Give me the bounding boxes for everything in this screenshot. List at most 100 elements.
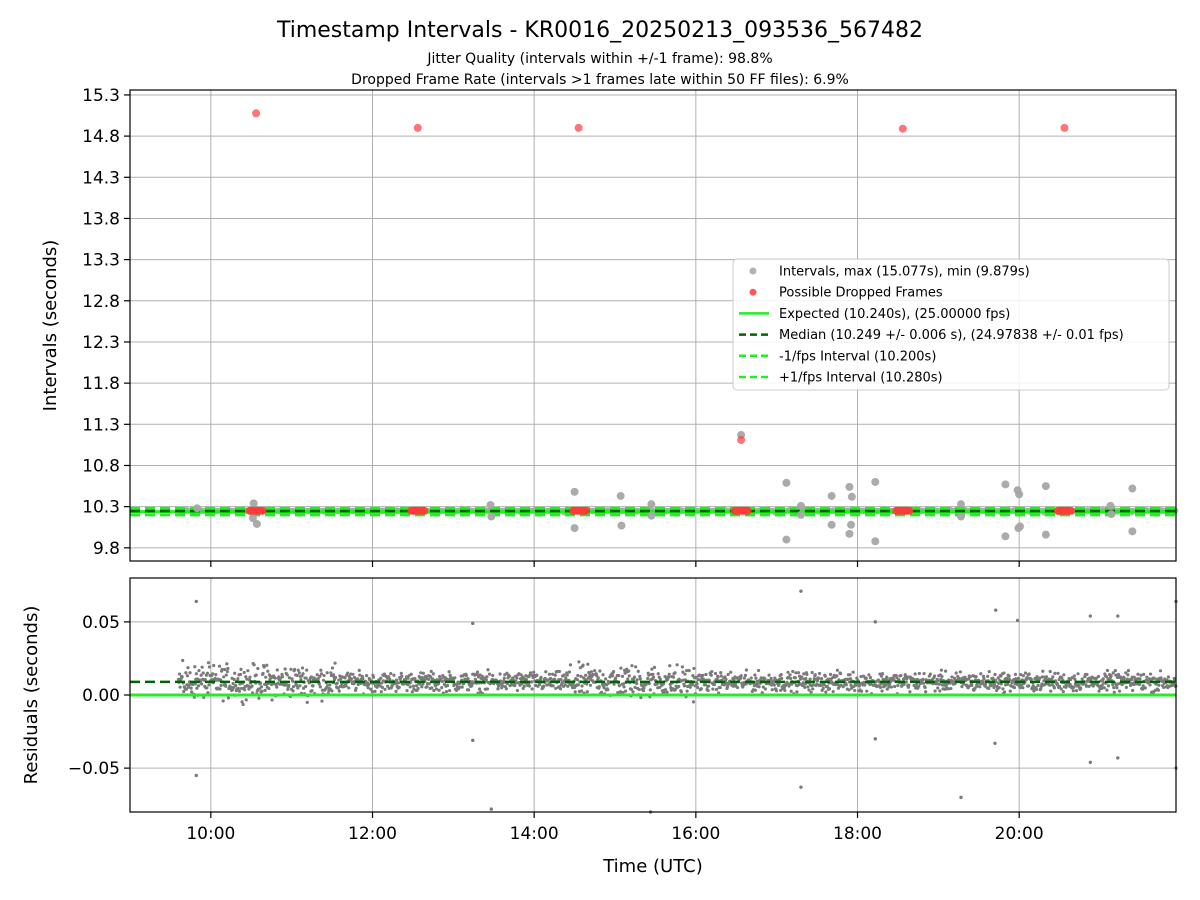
residual-point xyxy=(214,673,218,677)
residual-point xyxy=(1017,676,1021,680)
interval-point xyxy=(1128,484,1137,493)
residual-point xyxy=(418,682,422,686)
residual-point xyxy=(1076,672,1080,676)
residual-point xyxy=(544,670,548,674)
residual-point xyxy=(447,670,451,674)
residual-point xyxy=(1085,672,1089,677)
residual-point xyxy=(889,685,894,689)
residual-point xyxy=(968,675,972,679)
residual-point xyxy=(924,690,928,694)
residual-point xyxy=(563,683,567,687)
residual-point xyxy=(477,687,482,691)
residual-point xyxy=(587,675,591,679)
residual-point xyxy=(427,677,431,681)
residual-point xyxy=(336,686,340,690)
residual-point xyxy=(1051,675,1055,679)
residual-point xyxy=(713,671,718,676)
x-tick-label-5: 20:00 xyxy=(995,824,1044,844)
residual-point xyxy=(212,663,216,668)
residual-point xyxy=(719,674,723,678)
interval-point xyxy=(782,535,791,544)
residual-point xyxy=(1105,688,1109,692)
residual-point xyxy=(611,670,616,674)
residual-point xyxy=(1023,671,1028,675)
residual-point xyxy=(330,666,335,670)
legend-label-0: Intervals, max (15.077s), min (9.879s) xyxy=(779,265,1030,280)
interval-point xyxy=(1107,510,1116,519)
residual-point xyxy=(576,673,580,678)
residual-point xyxy=(1062,673,1066,677)
residual-point xyxy=(936,679,940,683)
residual-point xyxy=(524,677,528,681)
residual-point xyxy=(334,675,338,680)
residual-outlier-point xyxy=(1116,614,1120,618)
residual-point xyxy=(620,674,625,678)
residual-point xyxy=(999,682,1003,686)
interval-point xyxy=(486,501,495,510)
residual-point xyxy=(504,687,508,691)
residual-point xyxy=(1158,669,1163,673)
residual-point xyxy=(553,673,557,677)
residual-point xyxy=(254,673,258,677)
residual-point xyxy=(973,686,977,690)
residual-point xyxy=(944,684,948,688)
residual-point xyxy=(515,676,519,680)
residual-point xyxy=(240,700,244,704)
residual-point xyxy=(394,689,398,694)
residual-point xyxy=(606,688,610,692)
residual-point xyxy=(309,675,314,679)
residual-outlier-point xyxy=(873,620,877,624)
residual-point xyxy=(511,677,515,681)
residual-point xyxy=(715,677,719,682)
legend-label-2: Expected (10.240s), (25.00000 fps) xyxy=(779,307,1010,322)
residual-point xyxy=(349,677,353,681)
residual-point xyxy=(1053,671,1057,676)
residual-point xyxy=(939,668,944,672)
residual-point xyxy=(868,676,873,680)
residual-point xyxy=(960,684,964,689)
interval-point xyxy=(570,524,579,533)
top-y-tick-label-2: 10.8 xyxy=(82,456,120,476)
dropped-frame-point xyxy=(252,109,261,118)
residual-point xyxy=(444,689,449,694)
residual-point xyxy=(1087,684,1091,689)
residual-point xyxy=(181,658,185,663)
top-y-tick-label-7: 13.3 xyxy=(82,251,120,271)
residual-point xyxy=(275,668,279,672)
residual-point xyxy=(794,671,798,675)
residual-point xyxy=(917,684,921,688)
residual-point xyxy=(1122,676,1126,681)
residual-point xyxy=(397,685,401,689)
interval-point xyxy=(796,501,805,510)
residual-point xyxy=(622,685,626,689)
residual-point xyxy=(501,684,505,688)
residual-point xyxy=(1072,674,1076,678)
residual-point xyxy=(770,688,774,692)
residual-point xyxy=(343,676,347,680)
residual-point xyxy=(1073,677,1077,681)
residual-point xyxy=(639,695,643,700)
residual-point xyxy=(406,676,410,680)
residual-point xyxy=(207,665,212,669)
residual-point xyxy=(507,674,512,678)
residual-point xyxy=(333,661,337,665)
residual-point xyxy=(1157,683,1161,687)
residual-point xyxy=(356,682,360,687)
residual-point xyxy=(809,690,813,694)
residual-point xyxy=(1126,668,1131,673)
residual-point xyxy=(632,675,637,679)
residual-point xyxy=(588,683,593,687)
residual-point xyxy=(537,683,542,687)
residual-point xyxy=(879,674,884,678)
residual-point xyxy=(853,688,857,693)
residual-point xyxy=(1048,683,1052,687)
residual-point xyxy=(394,678,399,682)
residual-point xyxy=(256,666,260,671)
residual-point xyxy=(386,684,390,688)
residual-point xyxy=(586,662,590,666)
residual-point xyxy=(295,683,299,687)
residual-point xyxy=(319,668,323,672)
residual-point xyxy=(636,669,640,673)
bottom-y-tick-label-1: 0.00 xyxy=(82,686,120,706)
residual-point xyxy=(498,672,502,676)
